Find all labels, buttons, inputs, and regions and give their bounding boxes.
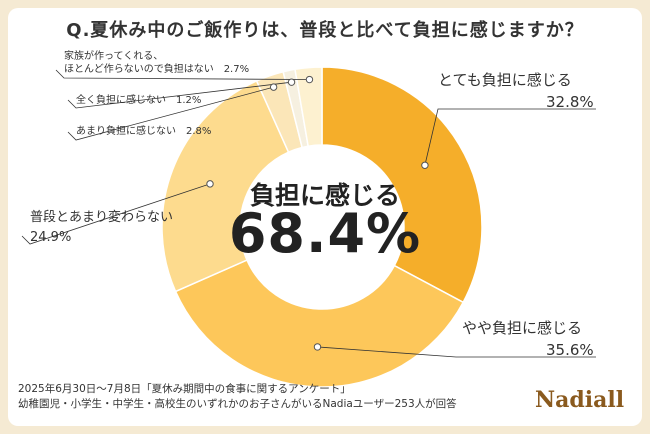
leader-line-amari	[67, 86, 274, 141]
label-futsu: 普段とあまり変わらない	[30, 210, 174, 225]
slice-yaya	[174, 259, 465, 388]
pct-yaya: 35.6%	[546, 341, 594, 359]
leader-dot-yaya	[313, 343, 322, 351]
pct-totemo: 32.8%	[546, 93, 594, 111]
leader-line-futsu	[21, 183, 211, 245]
leader-dot-totemo	[421, 161, 429, 169]
pct-futsu: 24.9%	[30, 230, 72, 245]
survey-footer: 2025年6月30日〜7月8日「夏休み期間中の食事に関するアンケート」 幼稚園児…	[18, 382, 457, 412]
nadia-logo: Nadiall	[535, 387, 625, 413]
leader-line-yaya	[317, 346, 596, 358]
leader-line-kazoku	[55, 69, 310, 80]
label-mattaku: 全く負担に感じない 1.2%	[76, 95, 202, 106]
leader-dot-mattaku	[287, 78, 296, 86]
leader-line-mattaku	[67, 81, 292, 109]
label-kazoku-line1: 家族が作ってくれる、	[64, 51, 164, 62]
leader-line-totemo	[424, 108, 596, 166]
label-yaya: やや負担に感じる	[462, 319, 583, 337]
slice-totemo	[321, 66, 483, 304]
center-label: 負担に感じる	[249, 181, 400, 210]
center-value: 68.4%	[228, 202, 422, 265]
chart-title: Q.夏休み中のご飯作りは、普段と比べて負担に感じますか？	[66, 20, 584, 41]
label-totemo: とても負担に感じる	[438, 71, 572, 89]
leader-dot-kazoku	[305, 75, 314, 84]
leader-dot-amari	[269, 83, 278, 91]
leader-dot-futsu	[206, 180, 214, 188]
label-kazoku-line2: ほとんど作らないので負担はない 2.7%	[64, 64, 250, 75]
label-amari: あまり負担に感じない 2.8%	[76, 126, 212, 137]
survey-period: 2025年6月30日〜7月8日「夏休み期間中の食事に関するアンケート」	[18, 383, 351, 395]
survey-respondents: 幼稚園児・小学生・中学生・高校生のいずれかのお子さんがいるNadiaユーザー25…	[18, 398, 457, 410]
slice-futsu	[161, 79, 290, 293]
slice-kazoku	[294, 66, 323, 148]
